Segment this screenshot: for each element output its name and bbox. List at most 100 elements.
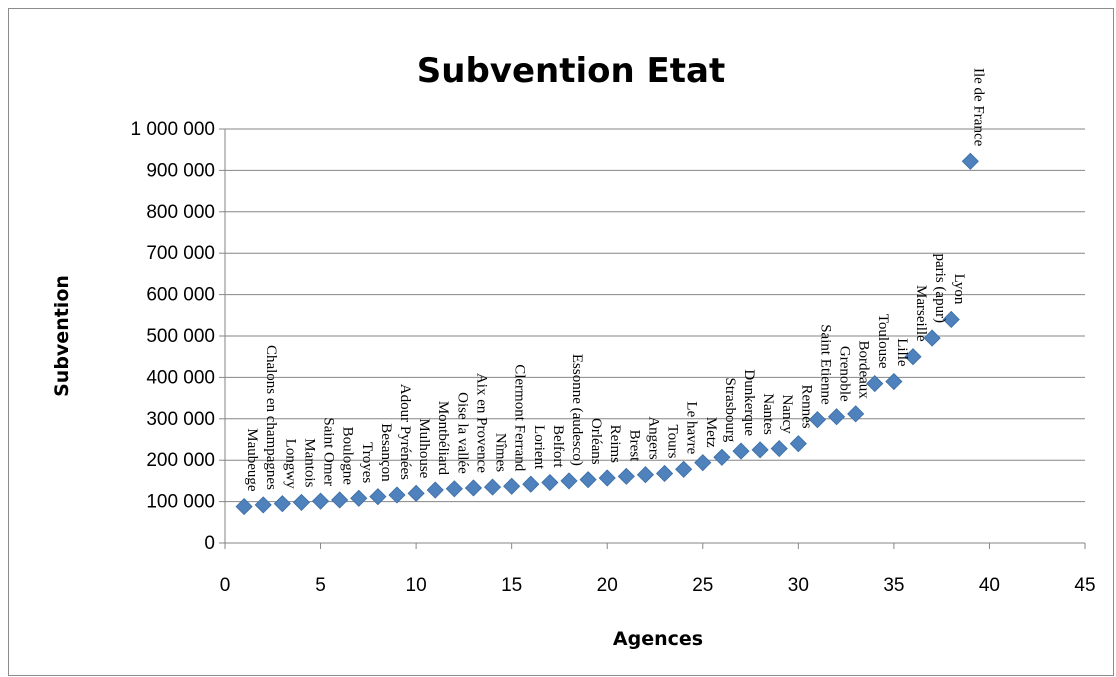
x-tick-label: 40 bbox=[979, 575, 1000, 596]
point-label: Toulouse bbox=[875, 314, 891, 369]
tick-labels: 0 100 000 200 000 300 000 400 000 500 000 600 … bbox=[130, 119, 1095, 596]
data-point bbox=[464, 479, 483, 497]
point-labels: Maubeuge Chalons en champagnes Longwy Manto… bbox=[244, 68, 986, 492]
point-label: paris (apur) bbox=[932, 254, 948, 324]
data-point bbox=[655, 464, 674, 483]
point-label: Brest bbox=[626, 430, 642, 462]
data-point bbox=[636, 466, 655, 484]
data-point bbox=[426, 481, 444, 499]
y-tick-label: 100 000 bbox=[146, 492, 215, 513]
point-label: Lille bbox=[894, 338, 910, 367]
point-label: Essonne (audesco) bbox=[569, 354, 585, 466]
point-label: Belfort bbox=[550, 425, 566, 468]
data-point bbox=[675, 460, 693, 478]
y-tick-label: 200 000 bbox=[146, 450, 215, 471]
data-point bbox=[770, 440, 788, 458]
data-point bbox=[923, 329, 941, 347]
y-tick-label: 800 000 bbox=[146, 202, 215, 223]
point-label: Nîmes bbox=[493, 433, 509, 472]
y-tick-label: 900 000 bbox=[146, 160, 215, 181]
data-point bbox=[388, 486, 406, 504]
chart-title: Subvention Etat bbox=[417, 51, 725, 91]
data-point bbox=[579, 471, 597, 489]
point-label: Angers bbox=[645, 416, 661, 459]
data-point bbox=[235, 498, 253, 516]
point-label: Troyes bbox=[359, 442, 375, 483]
point-label: Nantes bbox=[760, 393, 776, 435]
y-tick-label: 300 000 bbox=[146, 409, 215, 430]
point-label: Reims bbox=[607, 425, 623, 463]
data-point bbox=[273, 495, 291, 513]
point-label: Metz bbox=[703, 417, 719, 448]
data-point bbox=[847, 405, 865, 423]
x-tick-label: 35 bbox=[883, 575, 904, 596]
data-point bbox=[751, 441, 769, 459]
x-tick-label: 20 bbox=[597, 575, 618, 596]
data-points bbox=[235, 152, 979, 516]
data-point bbox=[350, 489, 368, 507]
y-tick-label: 0 bbox=[204, 533, 215, 554]
y-axis-title: Subvention bbox=[51, 275, 73, 397]
x-tick-label: 5 bbox=[315, 575, 326, 596]
x-axis-title: Agences bbox=[613, 628, 703, 650]
data-point bbox=[904, 348, 922, 366]
x-tick-label: 0 bbox=[220, 575, 231, 596]
point-label: Longwy bbox=[282, 439, 298, 489]
y-tick-label: 600 000 bbox=[146, 285, 215, 306]
data-point bbox=[866, 375, 884, 393]
point-label: Bordeaux bbox=[856, 341, 872, 400]
data-point bbox=[732, 442, 750, 460]
axes bbox=[219, 128, 1086, 549]
x-tick-label: 10 bbox=[406, 575, 427, 596]
data-point bbox=[311, 492, 330, 510]
point-label: Clermont Ferrand bbox=[512, 364, 528, 472]
point-label: Le havre bbox=[684, 401, 700, 454]
data-point bbox=[445, 480, 463, 498]
x-tick-label: 45 bbox=[1074, 575, 1095, 596]
y-tick-label: 1 000 000 bbox=[130, 119, 215, 140]
data-point bbox=[541, 473, 559, 492]
data-point bbox=[789, 435, 807, 453]
data-point bbox=[483, 478, 502, 496]
point-label: Saint Omer bbox=[321, 417, 337, 486]
point-label: Orléans bbox=[588, 418, 604, 465]
data-point bbox=[827, 408, 846, 426]
data-point bbox=[598, 469, 616, 487]
point-label: Mulhouse bbox=[416, 418, 432, 478]
point-label: Ile de France bbox=[970, 68, 986, 147]
gridlines bbox=[225, 128, 1085, 503]
point-label: Aix en Provence bbox=[473, 373, 489, 473]
data-point bbox=[407, 484, 425, 502]
data-point bbox=[713, 448, 731, 466]
data-point bbox=[369, 488, 387, 506]
x-tick-label: 15 bbox=[501, 575, 522, 596]
data-point bbox=[254, 496, 272, 514]
data-point bbox=[560, 472, 578, 490]
data-point bbox=[808, 411, 827, 429]
point-label: Boulogne bbox=[340, 427, 356, 486]
y-tick-label: 500 000 bbox=[146, 326, 215, 347]
data-point bbox=[942, 310, 960, 329]
data-point bbox=[694, 454, 712, 472]
point-label: Lyon bbox=[951, 274, 967, 305]
data-point bbox=[292, 493, 311, 511]
x-tick-label: 30 bbox=[788, 575, 809, 596]
point-label: Rennes bbox=[798, 384, 814, 428]
y-tick-label: 700 000 bbox=[146, 243, 215, 264]
data-point bbox=[961, 152, 979, 170]
point-label: Besançon bbox=[378, 423, 394, 482]
data-point bbox=[617, 467, 635, 485]
data-point bbox=[331, 491, 349, 509]
point-label: Oise la vallée bbox=[454, 392, 470, 474]
data-point bbox=[522, 475, 540, 493]
point-label: Strasbourg bbox=[722, 378, 738, 443]
point-label: Marseille bbox=[913, 285, 929, 342]
point-label: Montbéliard bbox=[435, 401, 451, 476]
data-point bbox=[885, 372, 903, 391]
x-tick-label: 25 bbox=[692, 575, 713, 596]
point-label: Maubeuge bbox=[244, 428, 260, 492]
point-label: Adour Pyrénées bbox=[397, 384, 413, 480]
point-label: Tours bbox=[665, 424, 681, 458]
point-label: Mantois bbox=[301, 438, 317, 487]
